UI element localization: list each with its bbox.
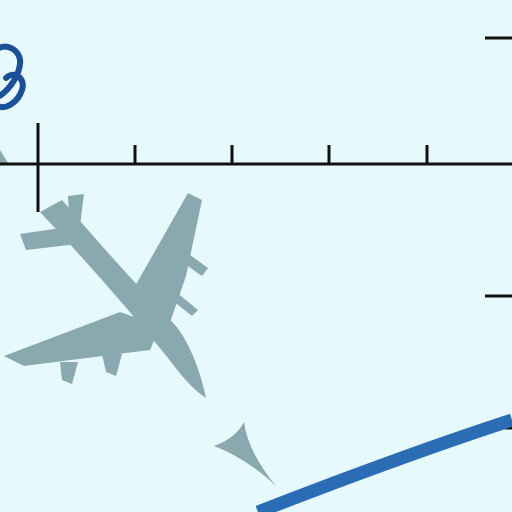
airplane-silhouette-icon [4,193,208,398]
logo-fragment-icon [0,43,26,110]
left-marker-icon [0,150,8,163]
flight-path [255,413,512,512]
arrowhead-icon [214,422,276,486]
